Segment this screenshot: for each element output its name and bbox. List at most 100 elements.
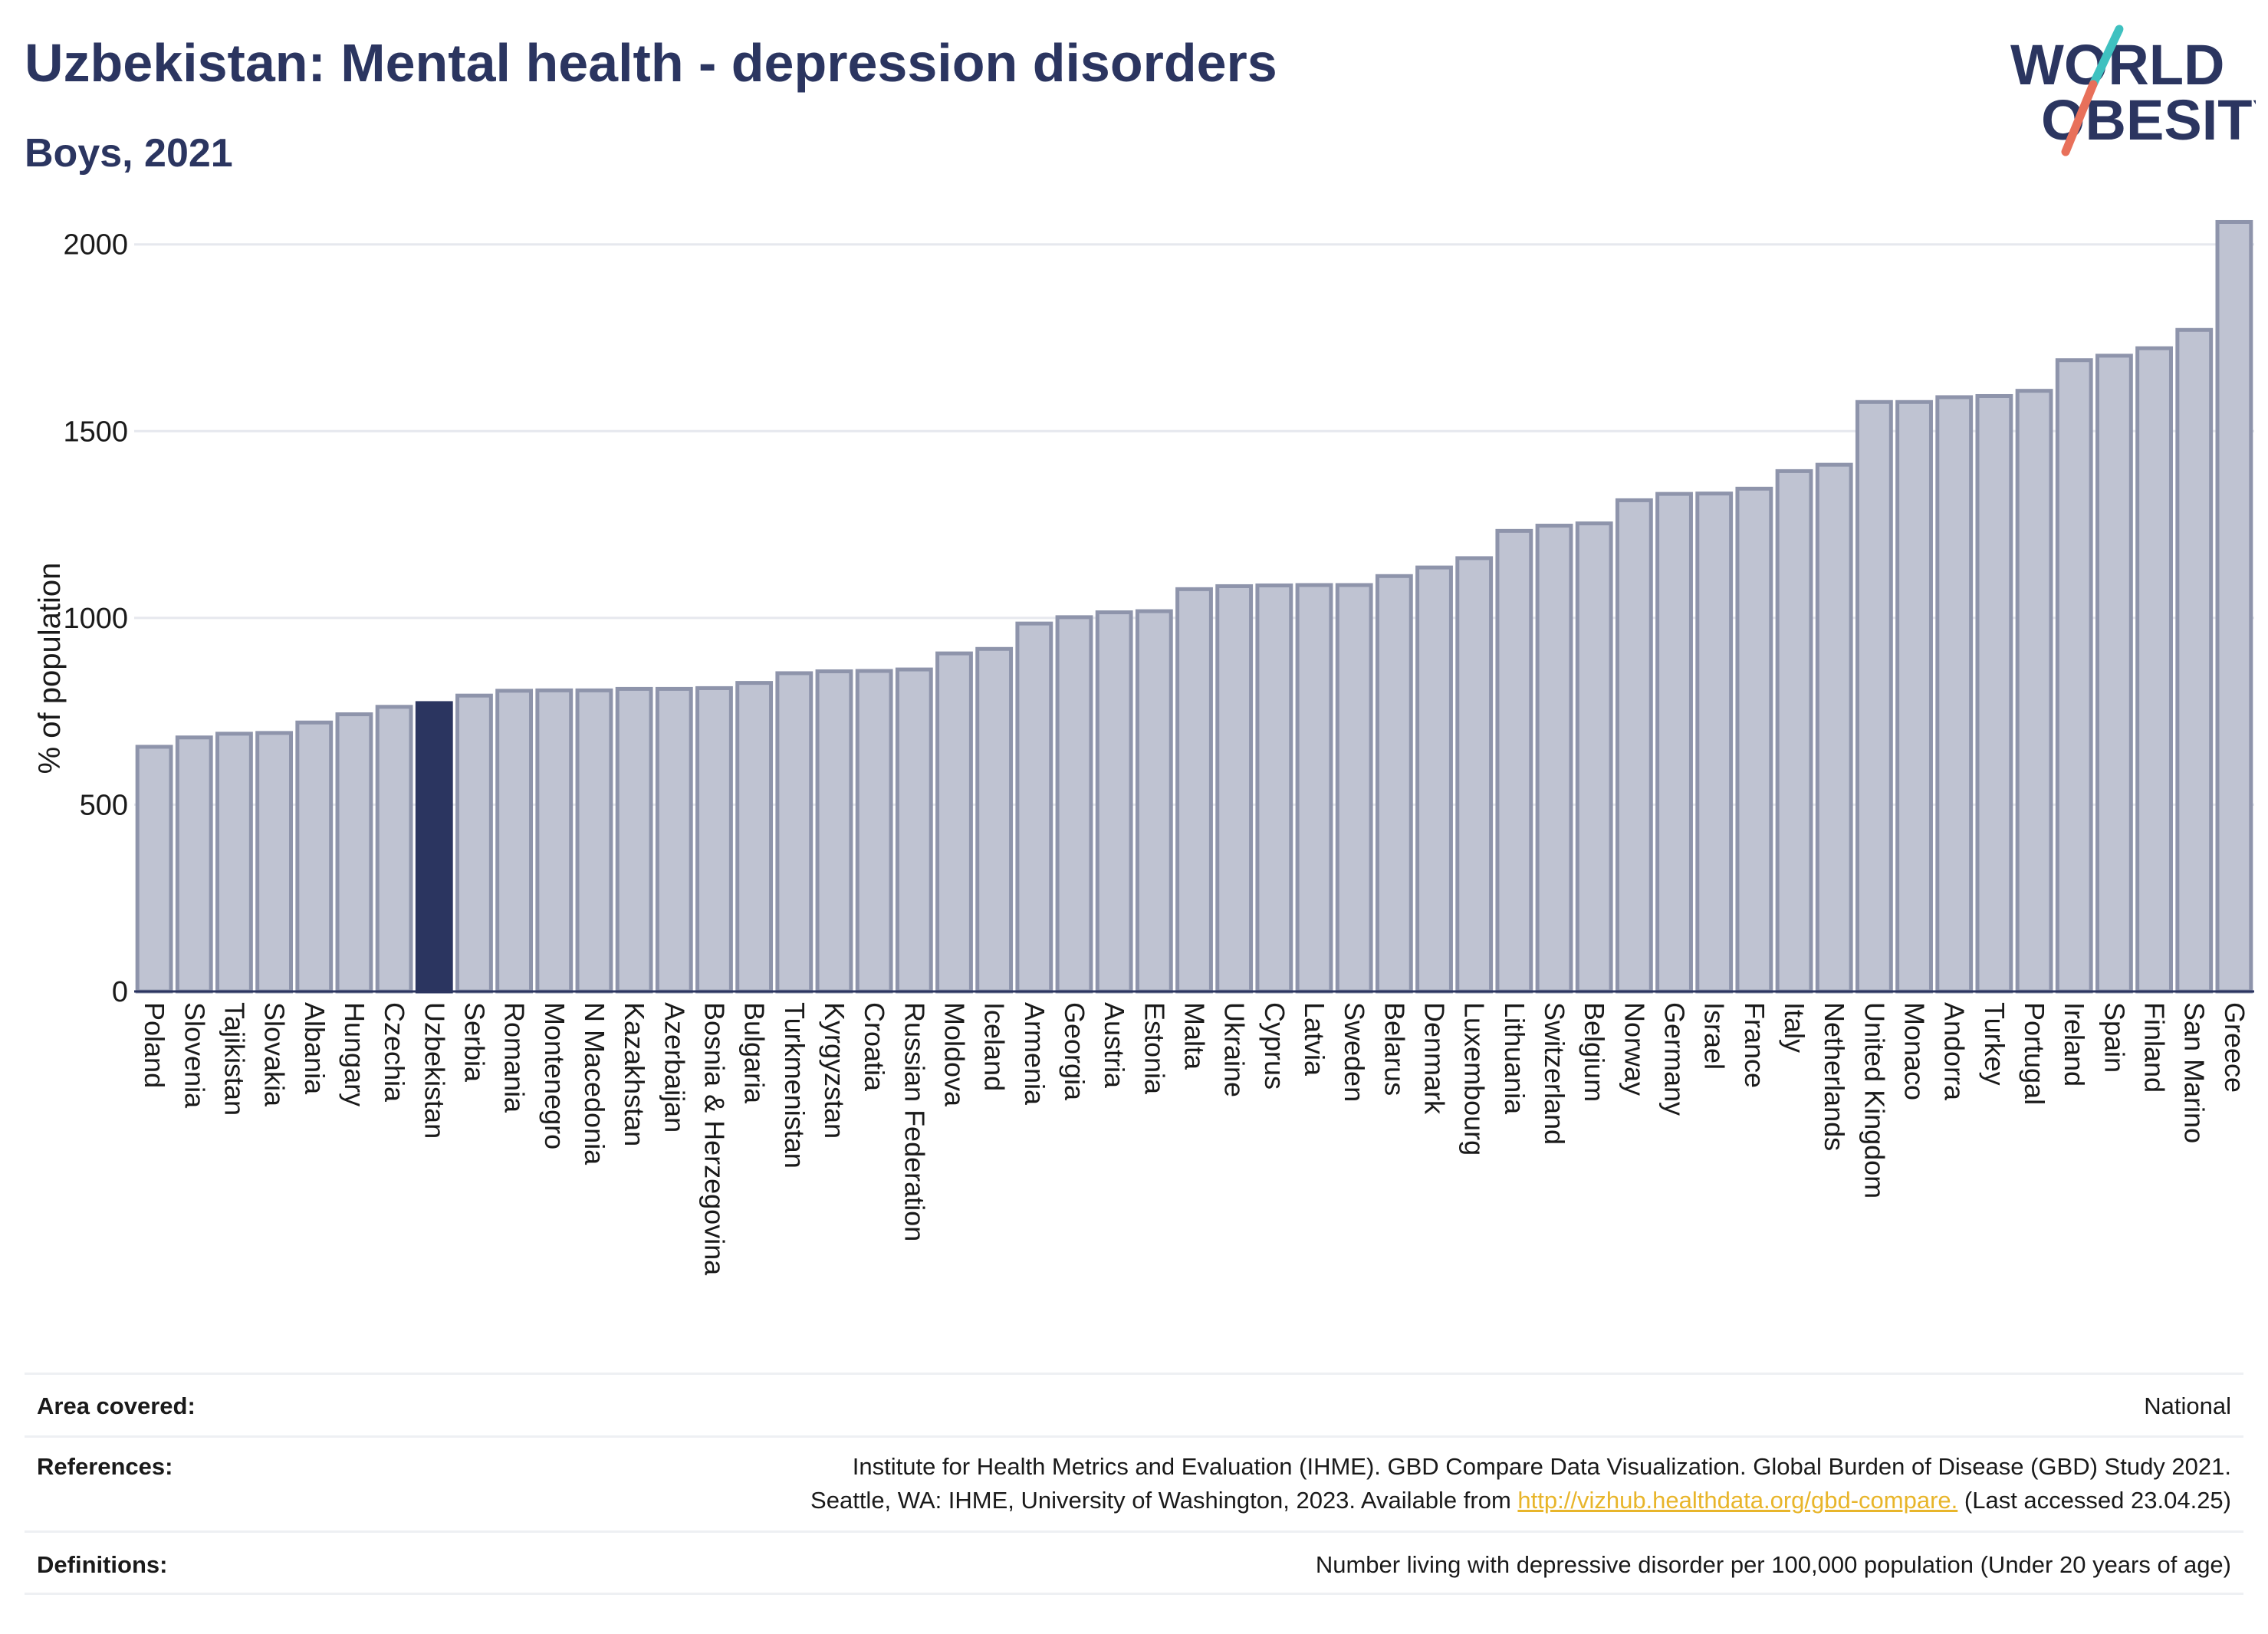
x-tick-label: Kyrgyzstan (819, 1002, 850, 1139)
bar-germany (1655, 492, 1693, 994)
x-tick-label: Russian Federation (899, 1002, 930, 1241)
bar-andorra (1935, 395, 1974, 994)
bar-switzerland (1535, 524, 1573, 994)
info-row-references: References: Institute for Health Metrics… (25, 1435, 2243, 1530)
bar-san-marino (2175, 327, 2214, 994)
references-link[interactable]: http://vizhub.healthdata.org/gbd-compare… (1517, 1487, 1958, 1514)
bar-austria (1095, 610, 1133, 994)
area-label: Area covered: (37, 1392, 196, 1419)
x-tick-label: Turkey (1979, 1002, 2010, 1086)
references-line1: Institute for Health Metrics and Evaluat… (852, 1453, 2231, 1480)
bar-greece (2215, 219, 2253, 994)
definitions-label: Definitions: (37, 1551, 168, 1578)
x-tick-label: Poland (139, 1002, 170, 1088)
y-tick-label: 500 (80, 789, 128, 821)
x-tick-label: Denmark (1419, 1002, 1451, 1115)
bar-netherlands (1815, 462, 1853, 994)
x-tick-label: Albania (299, 1002, 330, 1095)
x-tick-label: Moldova (938, 1002, 970, 1107)
bar-belgium (1575, 521, 1613, 994)
bar-croatia (855, 669, 893, 994)
bar-belarus (1375, 574, 1413, 994)
x-tick-label: Iceland (979, 1002, 1011, 1091)
x-tick-label: Spain (2099, 1002, 2130, 1073)
bar-iceland (975, 646, 1014, 994)
x-tick-label: Andorra (1939, 1002, 1971, 1101)
bar-bosnia-herzegovina (695, 685, 733, 994)
x-tick-label: France (1739, 1002, 1770, 1088)
bar-luxembourg (1455, 556, 1494, 994)
bar-malta (1175, 587, 1213, 994)
bar-kazakhstan (615, 686, 653, 994)
x-tick-label: Norway (1619, 1002, 1650, 1096)
bar-albania (295, 720, 334, 994)
bar-sweden (1335, 583, 1373, 994)
x-tick-label: Armenia (1019, 1002, 1050, 1106)
bar-moldova (935, 651, 973, 994)
bar-monaco (1895, 399, 1933, 994)
x-tick-label: Bulgaria (739, 1002, 771, 1104)
x-tick-label: Monaco (1899, 1002, 1931, 1100)
x-tick-label: United Kingdom (1859, 1002, 1890, 1198)
bar-poland (135, 745, 173, 994)
bar-kyrgyzstan (815, 669, 853, 994)
x-tick-label: Switzerland (1539, 1002, 1570, 1145)
references-line2-post: (Last accessed 23.04.25) (1957, 1487, 2231, 1514)
bar-ukraine (1215, 584, 1254, 994)
x-tick-label: Uzbekistan (419, 1002, 450, 1139)
x-tick-label: Azerbaijan (659, 1002, 690, 1133)
x-tick-label: Italy (1779, 1002, 1810, 1053)
bar-chart: 0 500 1000 1500 2000 Poland Slovenia Tajikista… (33, 219, 2254, 1276)
x-tick-label: Montenegro (539, 1002, 570, 1149)
x-tick-label: Austria (1099, 1002, 1130, 1089)
bar-estonia (1135, 609, 1173, 994)
bar-israel (1695, 492, 1734, 994)
bar-serbia (455, 693, 493, 994)
x-tick-label: Tajikistan (219, 1002, 250, 1116)
bar-denmark (1415, 565, 1453, 994)
references-label: References: (37, 1453, 173, 1480)
bar-azerbaijan (655, 686, 693, 994)
bar-slovakia (255, 731, 294, 994)
bar-slovenia (175, 735, 213, 994)
definitions-value: Number living with depressive disorder p… (1315, 1551, 2231, 1578)
bar-france (1735, 486, 1773, 994)
x-tick-label: Lithuania (1499, 1002, 1530, 1115)
bar-norway (1615, 498, 1653, 994)
chart-subtitle: Boys, 2021 (25, 131, 233, 176)
chart-title: Uzbekistan: Mental health - depression d… (25, 33, 1277, 93)
x-tick-label: Netherlands (1819, 1002, 1850, 1151)
y-tick-label: 2000 (63, 229, 128, 261)
x-tick-label: Greece (2219, 1002, 2250, 1093)
x-tick-label: Malta (1179, 1002, 1211, 1070)
references-value: Institute for Health Metrics and Evaluat… (810, 1450, 2243, 1517)
references-line2-pre: Seattle, WA: IHME, University of Washing… (810, 1487, 1518, 1514)
bar-romania (495, 689, 534, 994)
info-table: Area covered: National References: Insti… (25, 1373, 2243, 1595)
x-tick-label: Czechia (379, 1002, 410, 1103)
x-tick-label: Ukraine (1219, 1002, 1251, 1097)
y-axis-ticks: 0 500 1000 1500 2000 (63, 229, 128, 1008)
x-tick-label: Georgia (1059, 1002, 1090, 1101)
x-tick-label: Finland (2139, 1002, 2171, 1093)
x-tick-label: Belgium (1579, 1002, 1610, 1102)
bar-cyprus (1255, 583, 1293, 994)
bar-armenia (1015, 621, 1053, 994)
x-tick-label: Romania (499, 1002, 531, 1113)
bar-united-kingdom (1855, 399, 1893, 994)
y-tick-label: 1500 (63, 416, 128, 448)
logo-slash-teal (2089, 25, 2124, 89)
logo-text-world: WORLD (2010, 33, 2225, 97)
bar-n-macedonia (575, 688, 613, 994)
bar-portugal (2015, 389, 2053, 994)
world-obesity-logo: WORLD OBESITY (2010, 25, 2256, 156)
bar-finland (2135, 346, 2173, 994)
bar-czechia (375, 705, 413, 994)
bar-georgia (1055, 615, 1093, 994)
x-tick-label: Luxembourg (1459, 1002, 1491, 1156)
bar-tajikistan (215, 732, 253, 994)
x-tick-label: Serbia (459, 1002, 490, 1083)
x-tick-label: Latvia (1299, 1002, 1330, 1077)
y-tick-label: 1000 (63, 603, 128, 635)
bar-turkmenistan (775, 671, 814, 994)
